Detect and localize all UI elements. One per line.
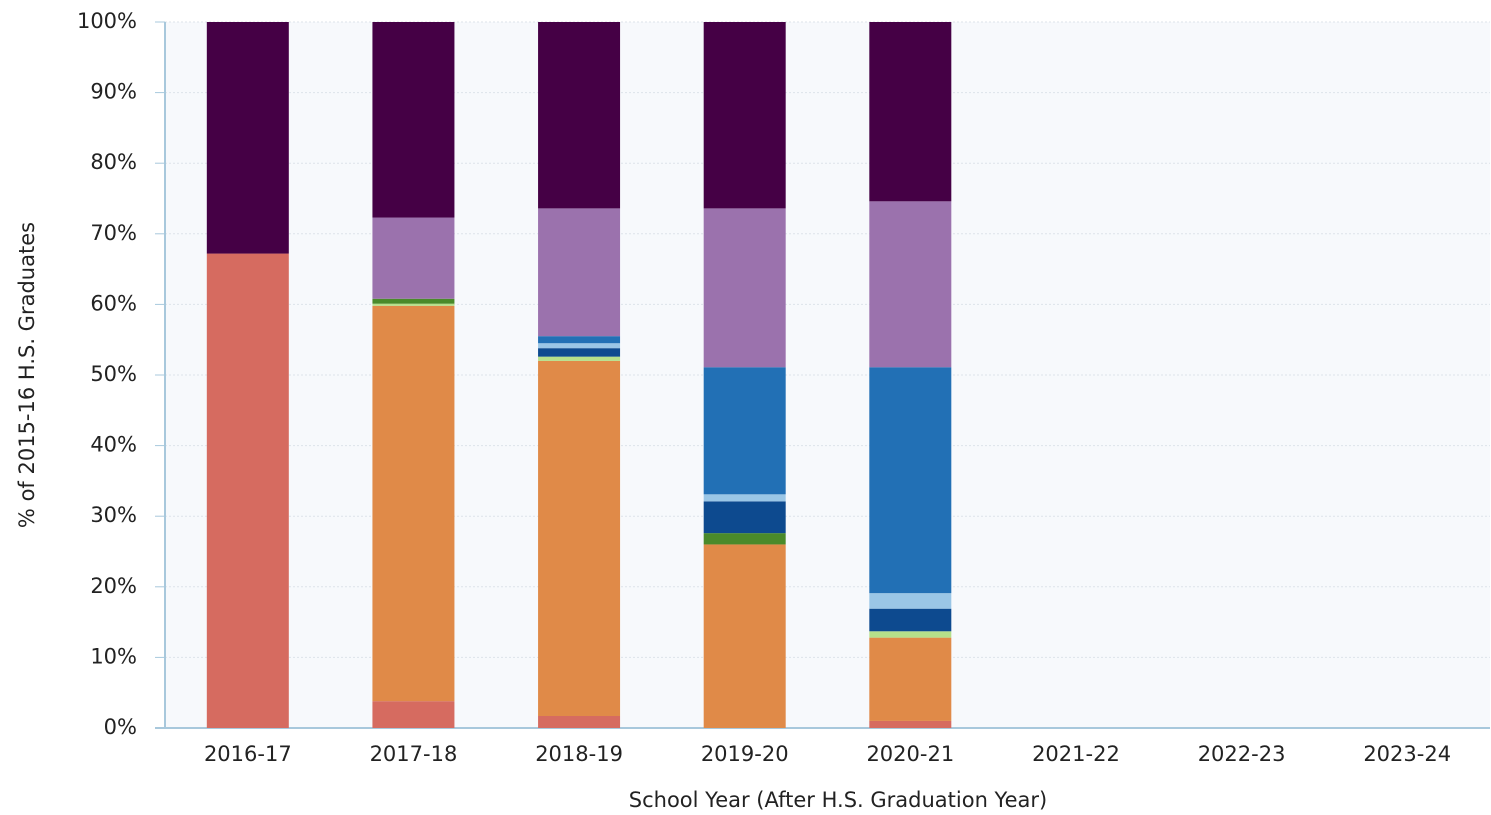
bar-segment xyxy=(869,593,952,609)
bar-segment xyxy=(869,631,952,638)
x-tick-label: 2016-17 xyxy=(204,742,292,766)
bar-segment xyxy=(703,533,786,545)
bar-segment xyxy=(703,208,786,368)
y-tick-label: 70% xyxy=(90,221,137,245)
bar-segment xyxy=(703,22,786,209)
bar-segment xyxy=(206,253,289,728)
bar-segment xyxy=(538,348,621,357)
plot-area xyxy=(165,22,1490,728)
bar-segment xyxy=(372,303,455,306)
bar-segment xyxy=(372,22,455,218)
y-tick-label: 80% xyxy=(90,150,137,174)
bar-segment xyxy=(869,22,952,202)
y-tick-label: 100% xyxy=(77,9,137,33)
y-tick-label: 30% xyxy=(90,503,137,527)
bar-segment xyxy=(869,201,952,368)
x-tick-label: 2018-19 xyxy=(535,742,623,766)
bar-segment xyxy=(538,356,621,361)
bar-segment xyxy=(703,544,786,728)
x-tick-label: 2022-23 xyxy=(1198,742,1286,766)
x-tick-label: 2019-20 xyxy=(701,742,789,766)
bar-segment xyxy=(538,343,621,349)
bar-segment xyxy=(538,22,621,209)
bar-segment xyxy=(703,494,786,502)
y-axis-title: % of 2015-16 H.S. Graduates xyxy=(15,222,39,528)
y-tick-label: 20% xyxy=(90,574,137,598)
bar-segment xyxy=(869,608,952,632)
bar-segment xyxy=(372,217,455,299)
bar-segment xyxy=(703,367,786,495)
y-tick-label: 10% xyxy=(90,644,137,668)
y-tick-label: 90% xyxy=(90,80,137,104)
bar-segment xyxy=(372,701,455,728)
y-tick-label: 60% xyxy=(90,291,137,315)
bar-segment xyxy=(538,715,621,728)
bar-segment xyxy=(206,22,289,254)
x-tick-label: 2017-18 xyxy=(370,742,458,766)
x-tick-label: 2023-24 xyxy=(1363,742,1451,766)
bar-segment xyxy=(372,305,455,702)
x-tick-label: 2020-21 xyxy=(866,742,954,766)
bar-segment xyxy=(703,501,786,534)
bar-segment xyxy=(538,208,621,337)
bar-segment xyxy=(372,298,455,304)
x-tick-label: 2021-22 xyxy=(1032,742,1120,766)
y-tick-label: 40% xyxy=(90,433,137,457)
bar-segment xyxy=(869,367,952,594)
x-axis-title: School Year (After H.S. Graduation Year) xyxy=(629,788,1047,812)
bar-segment xyxy=(869,720,952,728)
y-tick-label: 50% xyxy=(90,362,137,386)
bar-segment xyxy=(538,336,621,344)
bar-segment xyxy=(869,637,952,721)
bar-segment xyxy=(538,360,621,716)
y-tick-label: 0% xyxy=(104,715,137,739)
